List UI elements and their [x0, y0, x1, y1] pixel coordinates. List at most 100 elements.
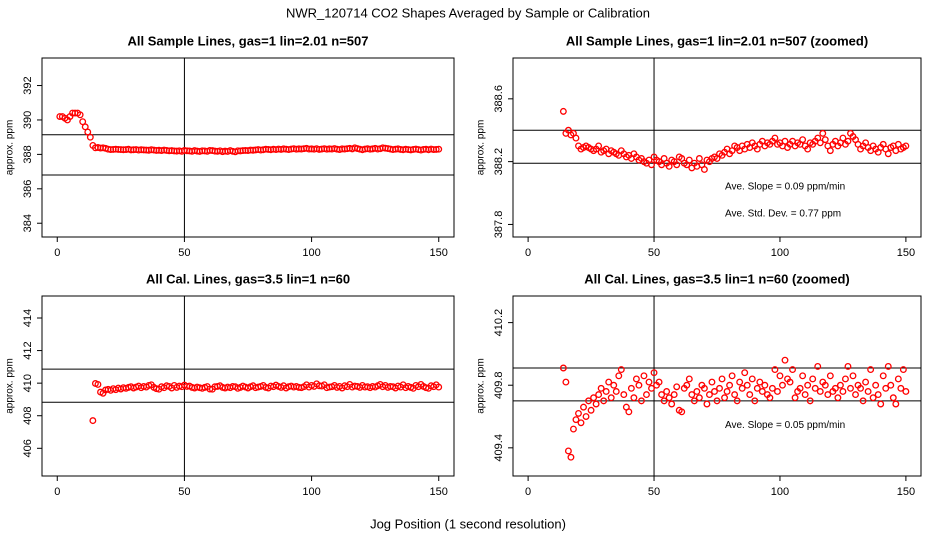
point — [610, 381, 618, 389]
point — [721, 394, 729, 402]
panel: All Sample Lines, gas=1 lin=2.01 n=507 0 5… — [5, 33, 455, 259]
point — [841, 375, 849, 383]
point — [89, 417, 97, 425]
point — [771, 366, 779, 374]
point — [559, 364, 567, 372]
point — [844, 137, 852, 145]
point — [587, 406, 595, 414]
point — [839, 388, 847, 395]
point — [575, 409, 582, 417]
x-tick-label: 150 — [430, 247, 448, 259]
point — [607, 394, 615, 402]
point — [877, 400, 885, 408]
point — [685, 156, 693, 164]
point — [645, 378, 653, 386]
point — [435, 383, 443, 391]
y-tick-label: 388.6 — [493, 85, 505, 113]
point — [718, 375, 726, 383]
y-tick-label: 406 — [22, 439, 34, 457]
point — [655, 378, 663, 386]
point — [602, 388, 610, 395]
point — [432, 145, 440, 153]
point — [590, 394, 598, 402]
point — [705, 391, 713, 399]
point — [766, 394, 774, 402]
x-tick-label: 50 — [648, 486, 660, 498]
point — [791, 394, 799, 402]
point — [663, 388, 671, 395]
point — [564, 447, 572, 455]
point — [673, 383, 681, 391]
point — [826, 372, 834, 380]
y-axis-label: approx. ppm — [476, 120, 487, 176]
point — [824, 391, 832, 399]
point — [582, 413, 590, 420]
point — [670, 391, 678, 399]
y-tick-label: 390 — [22, 111, 34, 129]
point — [716, 384, 723, 392]
point — [577, 419, 585, 427]
point — [572, 134, 580, 142]
point — [94, 381, 102, 388]
point — [874, 391, 882, 399]
point — [776, 372, 784, 380]
y-tick-label: 409.4 — [493, 434, 505, 462]
x-tick-label: 0 — [525, 247, 531, 259]
point — [703, 400, 711, 408]
annotation: Ave. Slope = 0.09 ppm/min — [725, 182, 845, 193]
point — [736, 378, 744, 386]
y-tick-label: 387.8 — [493, 211, 505, 239]
point — [690, 397, 698, 405]
point — [816, 139, 824, 147]
point — [731, 391, 739, 399]
point — [585, 397, 593, 405]
y-tick-label: 409.8 — [493, 371, 505, 399]
panel-title: All Sample Lines, gas=1 lin=2.01 n=507 (… — [566, 33, 868, 48]
plot-frame — [512, 57, 922, 238]
x-tick-label: 100 — [302, 486, 320, 498]
point — [902, 388, 910, 395]
y-tick-label: 408 — [22, 407, 34, 425]
point — [864, 388, 872, 395]
x-tick-label: 100 — [771, 486, 789, 498]
point — [625, 408, 633, 416]
point — [902, 142, 910, 150]
point — [595, 391, 603, 399]
point — [595, 142, 603, 150]
point — [839, 134, 847, 142]
point — [849, 372, 857, 380]
point — [899, 366, 907, 374]
point — [658, 391, 666, 399]
point — [630, 394, 638, 402]
point — [708, 378, 716, 386]
point — [894, 375, 902, 383]
point — [632, 375, 640, 383]
x-tick-label: 100 — [771, 247, 789, 259]
point — [844, 362, 852, 370]
panel-title: All Cal. Lines, gas=3.5 lin=1 n=60 — [146, 271, 350, 286]
point — [789, 366, 797, 374]
point — [580, 403, 587, 411]
point — [748, 375, 756, 383]
point — [804, 145, 812, 153]
y-tick-label: 414 — [22, 309, 34, 327]
annotation: Ave. Slope = 0.05 ppm/min — [725, 420, 845, 431]
point — [665, 162, 673, 170]
point — [627, 384, 635, 392]
point — [648, 161, 655, 169]
point — [758, 388, 766, 395]
point — [605, 378, 613, 386]
point — [786, 378, 794, 386]
point — [572, 416, 580, 424]
point — [796, 384, 804, 392]
point — [693, 388, 701, 395]
point — [872, 381, 880, 389]
point — [889, 394, 897, 402]
point — [648, 384, 655, 392]
point — [751, 397, 759, 405]
annotation: Ave. Std. Dev. = 0.77 ppm — [725, 208, 841, 219]
point — [728, 372, 736, 380]
point — [779, 381, 786, 389]
point — [711, 388, 718, 395]
